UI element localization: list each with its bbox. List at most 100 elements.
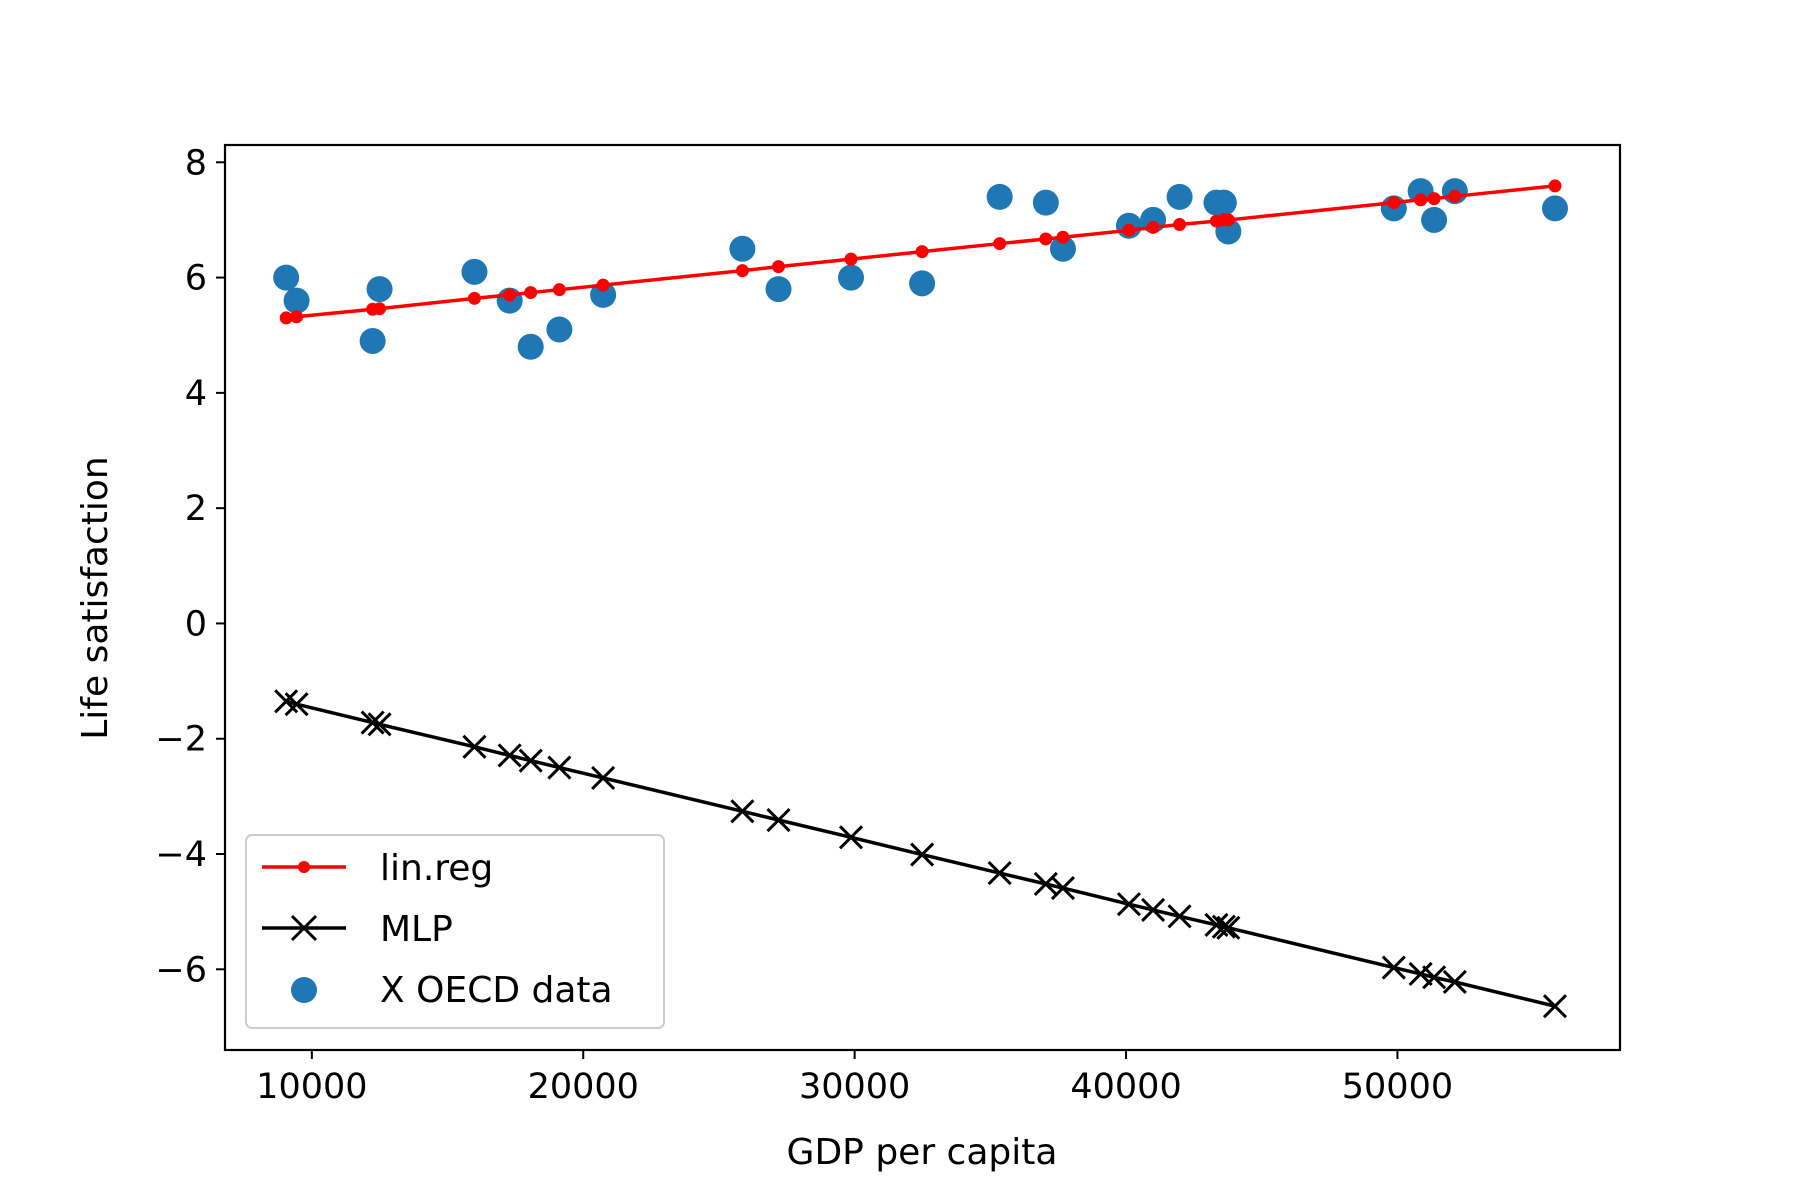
- oecd-point: [461, 258, 488, 285]
- linreg-point: [503, 288, 517, 302]
- oecd-point: [1421, 206, 1448, 233]
- linreg-point: [467, 291, 481, 305]
- mlp-point: [1167, 904, 1192, 929]
- x-tick-label: 10000: [256, 1067, 367, 1107]
- oecd-point: [909, 270, 936, 297]
- y-tick-label: 6: [185, 259, 207, 299]
- linreg-point: [524, 286, 538, 300]
- mlp-point: [1050, 875, 1076, 901]
- mlp-point: [367, 712, 392, 737]
- y-tick-label: 4: [185, 374, 207, 414]
- mlp-point: [1216, 915, 1241, 940]
- oecd-point: [546, 316, 573, 343]
- linreg-point: [1221, 213, 1235, 227]
- oecd-point: [359, 327, 386, 354]
- mlp-point: [1211, 914, 1236, 939]
- mlp-point: [1116, 892, 1141, 917]
- mlp-point: [591, 765, 616, 790]
- linreg-point: [290, 310, 304, 324]
- x-tick-label: 20000: [528, 1067, 639, 1107]
- y-tick-label: −6: [155, 950, 207, 990]
- mlp-point: [1542, 994, 1568, 1019]
- mlp-point: [1422, 965, 1447, 990]
- linreg-point: [844, 252, 858, 266]
- linreg-point: [915, 245, 929, 259]
- y-tick-label: 0: [185, 604, 207, 644]
- legend-linreg-marker: [298, 861, 310, 873]
- y-tick-label: −4: [155, 835, 207, 875]
- mlp-point: [766, 807, 791, 833]
- legend-mlp-label: MLP: [380, 909, 453, 950]
- linreg-point: [1122, 223, 1136, 237]
- linreg-point: [1414, 193, 1428, 207]
- legend-oecd-label: X OECD data: [380, 970, 613, 1011]
- mlp-point: [987, 860, 1012, 886]
- mlp-point: [1141, 897, 1166, 922]
- legend-box: [245, 834, 665, 1029]
- oecd-point: [273, 264, 300, 291]
- x-tick-label: 40000: [1070, 1067, 1181, 1107]
- oecd-point: [765, 276, 792, 303]
- mlp-point: [497, 743, 522, 768]
- oecd-point: [283, 287, 310, 314]
- x-axis-title: GDP per capita: [787, 1132, 1058, 1173]
- mlp-point: [838, 825, 864, 850]
- oecd-point: [1166, 183, 1193, 210]
- linreg-point: [1387, 196, 1401, 210]
- mlp-point: [1442, 969, 1467, 995]
- linreg-point: [552, 283, 566, 297]
- plot-area: [273, 178, 1568, 1019]
- y-axis-title: Life satisfaction: [75, 456, 116, 740]
- mlp-point: [730, 799, 755, 824]
- mlp-point: [1408, 961, 1433, 986]
- linreg-point: [279, 311, 293, 325]
- legend-mlp-marker: [290, 914, 318, 942]
- legend: lin.reg MLP X OECD data: [245, 834, 665, 1029]
- mlp-point: [1381, 955, 1406, 980]
- x-tick-label: 30000: [799, 1067, 910, 1107]
- legend-entry-oecd: X OECD data: [291, 970, 613, 1011]
- linreg-point: [1039, 232, 1053, 246]
- legend-oecd-marker: [291, 977, 317, 1003]
- mlp-point: [518, 748, 543, 773]
- series-linreg: [279, 179, 1562, 325]
- legend-entry-mlp: MLP: [262, 909, 453, 950]
- linreg-point: [1146, 220, 1160, 234]
- linreg-point: [1056, 230, 1070, 244]
- plot-frame: [223, 143, 1622, 1052]
- linreg-point: [1448, 189, 1462, 203]
- x-tick-label: 50000: [1342, 1067, 1453, 1107]
- linreg-point: [1548, 179, 1562, 193]
- mlp-point: [910, 842, 935, 867]
- mlp-point: [547, 755, 572, 780]
- oecd-point: [517, 333, 544, 360]
- y-axis: 8 6 4 2 0 −2 −4 −6: [155, 143, 225, 990]
- mlp-point: [462, 734, 487, 759]
- linreg-point: [993, 237, 1007, 251]
- oecd-point: [838, 264, 865, 291]
- legend-linreg-label: lin.reg: [380, 848, 493, 889]
- x-axis: 10000 20000 30000 40000 50000: [256, 1050, 1453, 1107]
- series-oecd: [273, 178, 1568, 360]
- oecd-point: [1049, 235, 1076, 262]
- legend-entry-linreg: lin.reg: [262, 848, 493, 889]
- linreg-point: [735, 264, 749, 278]
- y-tick-label: 2: [185, 489, 207, 529]
- linreg-point: [596, 278, 610, 292]
- series-mlp: [274, 689, 1568, 1019]
- linreg-point: [373, 302, 387, 316]
- oecd-point: [1210, 189, 1237, 216]
- oecd-point: [729, 235, 756, 262]
- linreg-point: [1427, 192, 1441, 206]
- mlp-point: [284, 692, 309, 717]
- linreg-point: [1173, 218, 1187, 232]
- mlp-point: [360, 710, 385, 735]
- linreg-point: [772, 260, 786, 274]
- oecd-point: [366, 276, 393, 303]
- oecd-point: [590, 281, 617, 308]
- y-tick-label: 8: [185, 143, 207, 183]
- oecd-point: [1032, 189, 1059, 216]
- oecd-point: [986, 183, 1013, 210]
- y-tick-label: −2: [155, 720, 207, 760]
